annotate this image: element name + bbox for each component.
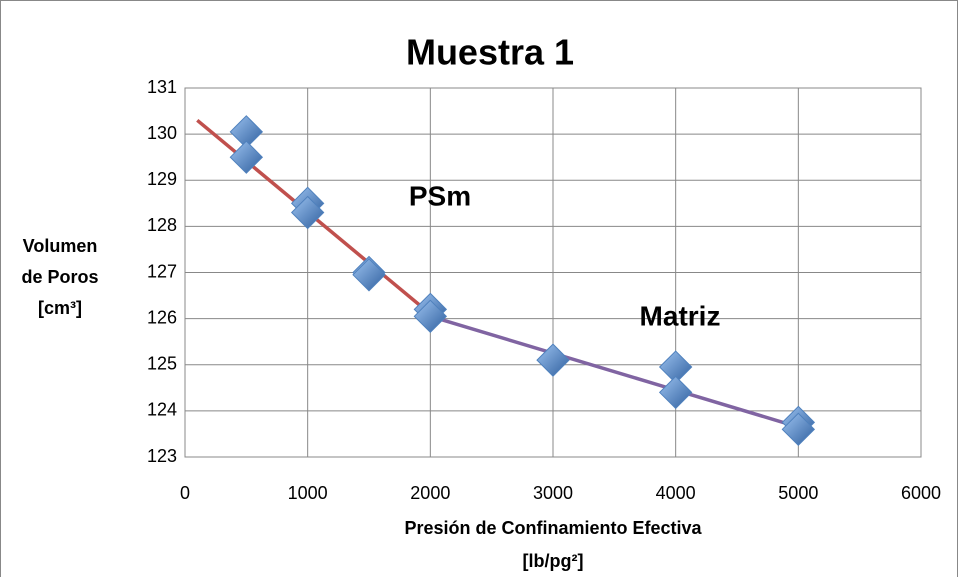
x-tick-label: 0 xyxy=(180,483,190,503)
data-point xyxy=(536,343,570,377)
x-tick-label: 4000 xyxy=(656,483,696,503)
y-tick-label: 123 xyxy=(147,446,177,466)
annotation: PSm xyxy=(409,180,471,211)
x-tick-label: 2000 xyxy=(410,483,450,503)
y-tick-label: 129 xyxy=(147,169,177,189)
chart-title: Muestra 1 xyxy=(406,32,574,73)
y-tick-label: 125 xyxy=(147,354,177,374)
x-tick-label: 6000 xyxy=(901,483,941,503)
y-tick-label: 130 xyxy=(147,123,177,143)
y-tick-label: 131 xyxy=(147,77,177,97)
data-point xyxy=(781,412,816,447)
data-point xyxy=(229,140,264,174)
y-tick-label: 126 xyxy=(147,307,177,327)
annotation: Matriz xyxy=(640,300,721,331)
data-point xyxy=(413,299,448,334)
y-axis-label: de Poros xyxy=(21,267,98,287)
data-point xyxy=(352,258,386,292)
x-axis-label: Presión de Confinamiento Efectiva xyxy=(404,518,702,538)
data-point xyxy=(658,375,693,410)
x-tick-label: 3000 xyxy=(533,483,573,503)
x-tick-label: 5000 xyxy=(778,483,818,503)
data-point xyxy=(290,195,325,230)
y-axis-label: [cm³] xyxy=(38,298,82,318)
x-axis-label: [lb/pg²] xyxy=(523,551,584,571)
y-tick-label: 128 xyxy=(147,215,177,235)
trendline xyxy=(429,314,799,429)
y-tick-label: 127 xyxy=(147,261,177,281)
x-tick-label: 1000 xyxy=(288,483,328,503)
y-axis-label: Volumen xyxy=(23,236,98,256)
y-tick-label: 124 xyxy=(147,400,177,420)
